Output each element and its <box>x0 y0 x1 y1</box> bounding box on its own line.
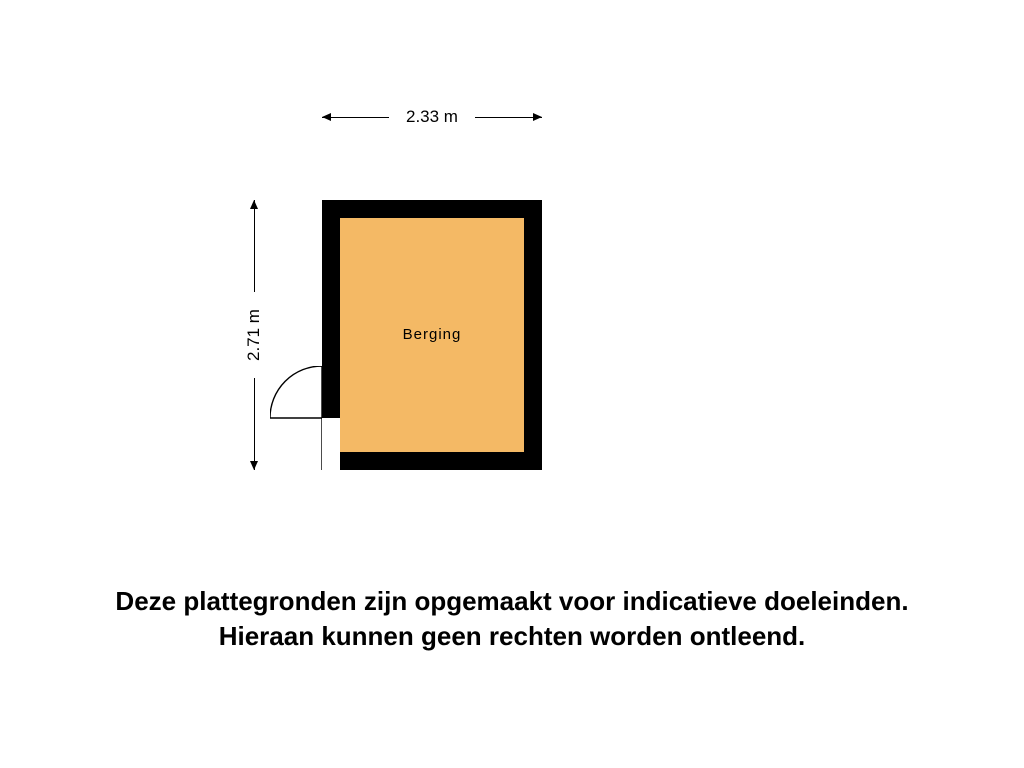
dimension-horizontal-label: 2.33 m <box>392 107 472 127</box>
floorplan-canvas: 2.33 m 2.71 m Berging Deze plattegronden… <box>0 0 1024 768</box>
dimension-vertical-line <box>254 378 255 470</box>
disclaimer-text: Deze plattegronden zijn opgemaakt voor i… <box>0 584 1024 654</box>
dimension-horizontal-line <box>475 117 542 118</box>
disclaimer-line2: Hieraan kunnen geen rechten worden ontle… <box>219 621 806 651</box>
room-label: Berging <box>340 326 524 343</box>
door-swing-icon <box>270 366 322 470</box>
room-interior: Berging <box>340 218 524 452</box>
door-opening <box>322 418 340 470</box>
dimension-horizontal-line <box>322 117 389 118</box>
dimension-vertical-line <box>254 200 255 292</box>
dimension-horizontal-arrow-left <box>322 113 331 121</box>
dimension-vertical-arrow-top <box>250 200 258 209</box>
disclaimer-line1: Deze plattegronden zijn opgemaakt voor i… <box>115 586 908 616</box>
dimension-vertical-label: 2.71 m <box>244 295 264 375</box>
